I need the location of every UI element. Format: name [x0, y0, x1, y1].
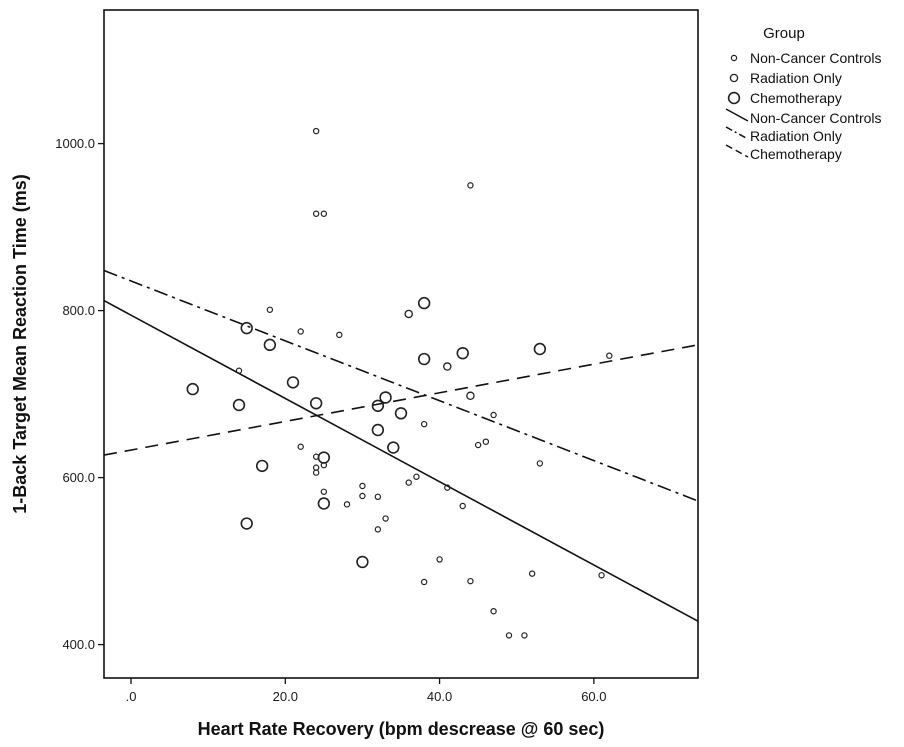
- point-small-circle: [266, 306, 274, 313]
- point-large-circle: [371, 399, 385, 412]
- legend-line-dash-dot: [725, 126, 749, 140]
- y-tick-label: 800.0: [62, 303, 95, 318]
- x-tick-label: 60.0: [581, 689, 606, 704]
- point-large-circle: [263, 338, 277, 352]
- point-large-circle: [356, 555, 369, 569]
- point-small-circle: [343, 501, 351, 508]
- point-medium-circle: [443, 362, 452, 371]
- legend-label: Non-Cancer Controls: [750, 50, 882, 66]
- point-large-circle: [317, 451, 331, 464]
- y-tick-label: 600.0: [62, 470, 95, 485]
- point-small-circle: [297, 328, 304, 335]
- legend-label: Radiation Only: [750, 70, 842, 86]
- point-large-circle: [186, 382, 199, 396]
- point-small-circle: [320, 210, 328, 217]
- point-small-circle: [297, 443, 304, 450]
- legend-line-dashed: [725, 144, 749, 158]
- y-axis: 400.0 600.0 800.0 1000.0: [55, 136, 104, 652]
- legend-label: Non-Cancer Controls: [750, 110, 882, 126]
- fit-line-dash-dot: [103, 269, 699, 502]
- point-medium-circle: [404, 309, 413, 319]
- point-small-circle: [505, 632, 513, 639]
- point-small-circle: [413, 473, 420, 480]
- x-tick-label: .0: [126, 689, 137, 704]
- point-small-circle: [420, 578, 428, 586]
- point-small-circle: [606, 352, 613, 359]
- y-tick-label: 1000.0: [55, 136, 95, 151]
- x-tick-label: 40.0: [427, 689, 452, 704]
- point-large-circle: [394, 407, 408, 420]
- point-small-circle: [467, 182, 474, 189]
- point-large-circle: [286, 376, 300, 389]
- point-small-circle: [312, 469, 320, 476]
- point-small-circle: [312, 127, 320, 135]
- x-tick-label: 20.0: [273, 689, 298, 704]
- point-large-circle: [379, 391, 392, 404]
- point-medium-circle: [466, 391, 475, 401]
- point-large-circle: [417, 352, 431, 366]
- point-small-circle: [405, 479, 412, 486]
- point-small-circle: [536, 460, 544, 467]
- data-points: [186, 127, 613, 639]
- legend-label: Radiation Only: [750, 128, 842, 144]
- point-small-circle: [312, 210, 320, 217]
- point-small-circle: [444, 484, 451, 491]
- point-large-circle: [533, 342, 547, 356]
- point-small-circle: [490, 608, 497, 615]
- point-small-circle: [528, 570, 536, 577]
- y-axis-title: 1-Back Target Mean Reaction Time (ms): [10, 174, 30, 513]
- legend-marker-small-circle: [730, 54, 738, 62]
- point-small-circle: [490, 411, 497, 419]
- point-small-circle: [382, 515, 389, 522]
- point-large-circle: [417, 296, 431, 310]
- fit-lines: [103, 269, 699, 622]
- point-small-circle: [467, 577, 474, 585]
- fit-line-solid: [103, 299, 699, 622]
- legend-label: Chemotherapy: [750, 146, 842, 162]
- legend-line-solid: [725, 108, 749, 122]
- point-small-circle: [359, 482, 366, 490]
- point-small-circle: [320, 488, 328, 495]
- point-small-circle: [420, 420, 428, 428]
- y-tick-label: 400.0: [62, 637, 95, 652]
- legend-marker-large-circle: [727, 91, 741, 105]
- point-large-circle: [309, 397, 323, 410]
- point-large-circle: [387, 441, 400, 454]
- plot-frame: [103, 9, 699, 679]
- point-large-circle: [255, 459, 269, 473]
- point-small-circle: [598, 572, 605, 579]
- legend: Group Non-Cancer Controls Radiation Only C…: [725, 25, 882, 162]
- point-large-circle: [371, 423, 385, 437]
- point-small-circle: [436, 556, 443, 563]
- legend-title: Group: [763, 25, 805, 42]
- point-small-circle: [482, 438, 490, 445]
- point-small-circle: [459, 502, 466, 510]
- legend-marker-medium-circle: [729, 73, 739, 83]
- point-small-circle: [235, 367, 243, 374]
- point-small-circle: [521, 632, 528, 639]
- point-large-circle: [240, 517, 253, 530]
- point-large-circle: [456, 346, 469, 360]
- fit-line-dashed: [103, 344, 699, 456]
- x-axis-title: Heart Rate Recovery (bpm descrease @ 60 …: [198, 719, 605, 739]
- legend-label: Chemotherapy: [750, 90, 842, 106]
- point-large-circle: [232, 398, 246, 412]
- point-small-circle: [359, 492, 366, 500]
- point-large-circle: [317, 497, 331, 510]
- point-small-circle: [374, 526, 382, 533]
- point-small-circle: [474, 441, 482, 449]
- point-small-circle: [374, 493, 382, 501]
- point-large-circle: [240, 321, 253, 335]
- x-axis: .0 20.0 40.0 60.0: [126, 678, 607, 704]
- point-small-circle: [336, 331, 343, 339]
